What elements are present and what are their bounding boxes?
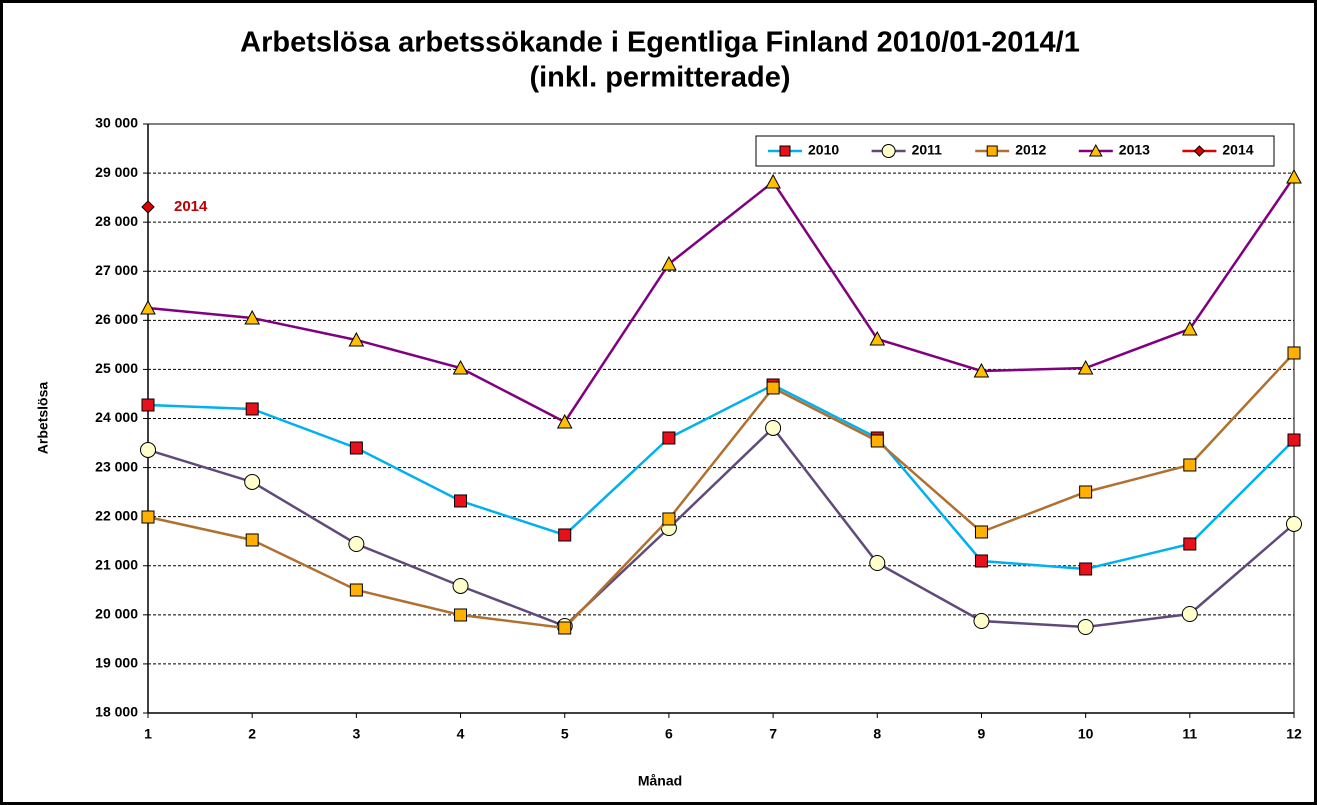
y-tick-label: 24 000	[95, 409, 138, 425]
series-line	[147, 176, 1296, 424]
x-tick-label: 11	[1182, 726, 1197, 742]
marker	[348, 331, 365, 347]
y-tick-label: 23 000	[95, 458, 138, 474]
y-axis-label: Arbetslösa	[35, 382, 51, 455]
marker	[141, 510, 155, 524]
legend-label: 2010	[808, 142, 839, 158]
marker	[1077, 619, 1094, 636]
y-tick-label: 18 000	[95, 704, 138, 720]
marker	[1079, 485, 1093, 499]
marker	[870, 434, 884, 448]
y-tick-label: 21 000	[95, 556, 138, 572]
series-line	[147, 426, 1295, 629]
marker	[1183, 458, 1197, 472]
marker	[348, 536, 365, 553]
marker	[661, 255, 677, 271]
x-tick-label: 5	[561, 726, 569, 742]
marker	[452, 359, 469, 375]
chart-title: Arbetslösa arbetssökande i Egentliga Fin…	[240, 27, 1080, 59]
y-tick-label: 22 000	[95, 507, 138, 523]
marker	[454, 608, 468, 622]
x-tick-label: 10	[1078, 726, 1094, 742]
marker	[1287, 433, 1301, 447]
x-tick-label: 3	[352, 726, 360, 742]
legend-label: 2013	[1119, 142, 1150, 158]
legend-label: 2012	[1015, 142, 1046, 158]
series-line	[147, 352, 1295, 630]
legend-marker	[1088, 143, 1103, 157]
legend-marker	[1193, 145, 1206, 157]
marker	[1286, 168, 1302, 184]
legend-marker	[881, 144, 896, 158]
y-tick-label: 19 000	[95, 655, 138, 671]
marker	[558, 621, 572, 635]
x-tick-label: 8	[873, 726, 881, 742]
legend-marker	[986, 145, 998, 157]
legend-marker	[779, 145, 791, 157]
y-tick-label: 29 000	[95, 164, 138, 180]
marker	[1079, 562, 1093, 576]
marker	[558, 528, 572, 542]
marker	[869, 330, 886, 346]
marker	[765, 419, 782, 436]
marker	[244, 473, 261, 490]
marker	[765, 173, 781, 189]
marker	[245, 402, 259, 416]
marker	[974, 525, 988, 539]
marker	[141, 398, 155, 412]
marker	[974, 554, 988, 568]
x-tick-label: 6	[665, 726, 673, 742]
marker	[766, 381, 780, 395]
marker	[1287, 346, 1301, 360]
marker	[349, 441, 363, 455]
annotation: 2014	[174, 198, 208, 215]
chart-subtitle: (inkl. permitterade)	[529, 62, 790, 94]
legend-label: 2011	[912, 142, 943, 158]
x-tick-label: 4	[457, 726, 465, 742]
y-tick-label: 20 000	[95, 606, 138, 622]
marker	[245, 533, 259, 547]
x-tick-label: 9	[978, 726, 986, 742]
marker	[1181, 320, 1198, 336]
marker	[454, 494, 468, 508]
x-tick-label: 1	[144, 726, 152, 742]
y-tick-label: 26 000	[95, 311, 138, 327]
marker	[140, 441, 156, 458]
marker	[244, 309, 261, 325]
series-line	[147, 383, 1295, 571]
marker	[1181, 605, 1198, 622]
marker	[662, 431, 676, 445]
x-tick-label: 7	[769, 726, 777, 742]
y-tick-label: 27 000	[95, 262, 138, 278]
y-tick-label: 28 000	[95, 213, 138, 229]
marker	[1183, 537, 1197, 551]
legend-label: 2014	[1222, 142, 1253, 158]
marker	[1286, 515, 1302, 532]
x-axis-label: Månad	[638, 773, 682, 789]
marker	[556, 413, 573, 429]
marker	[1077, 359, 1094, 375]
marker	[141, 200, 155, 214]
x-tick-label: 12	[1286, 726, 1302, 742]
marker	[349, 583, 363, 597]
marker	[452, 577, 469, 594]
marker	[662, 512, 676, 526]
marker	[140, 299, 156, 315]
x-tick-label: 2	[248, 726, 256, 742]
marker	[973, 613, 990, 630]
y-tick-label: 30 000	[95, 115, 138, 131]
marker	[973, 362, 990, 378]
marker	[869, 555, 886, 572]
y-tick-label: 25 000	[95, 360, 138, 376]
